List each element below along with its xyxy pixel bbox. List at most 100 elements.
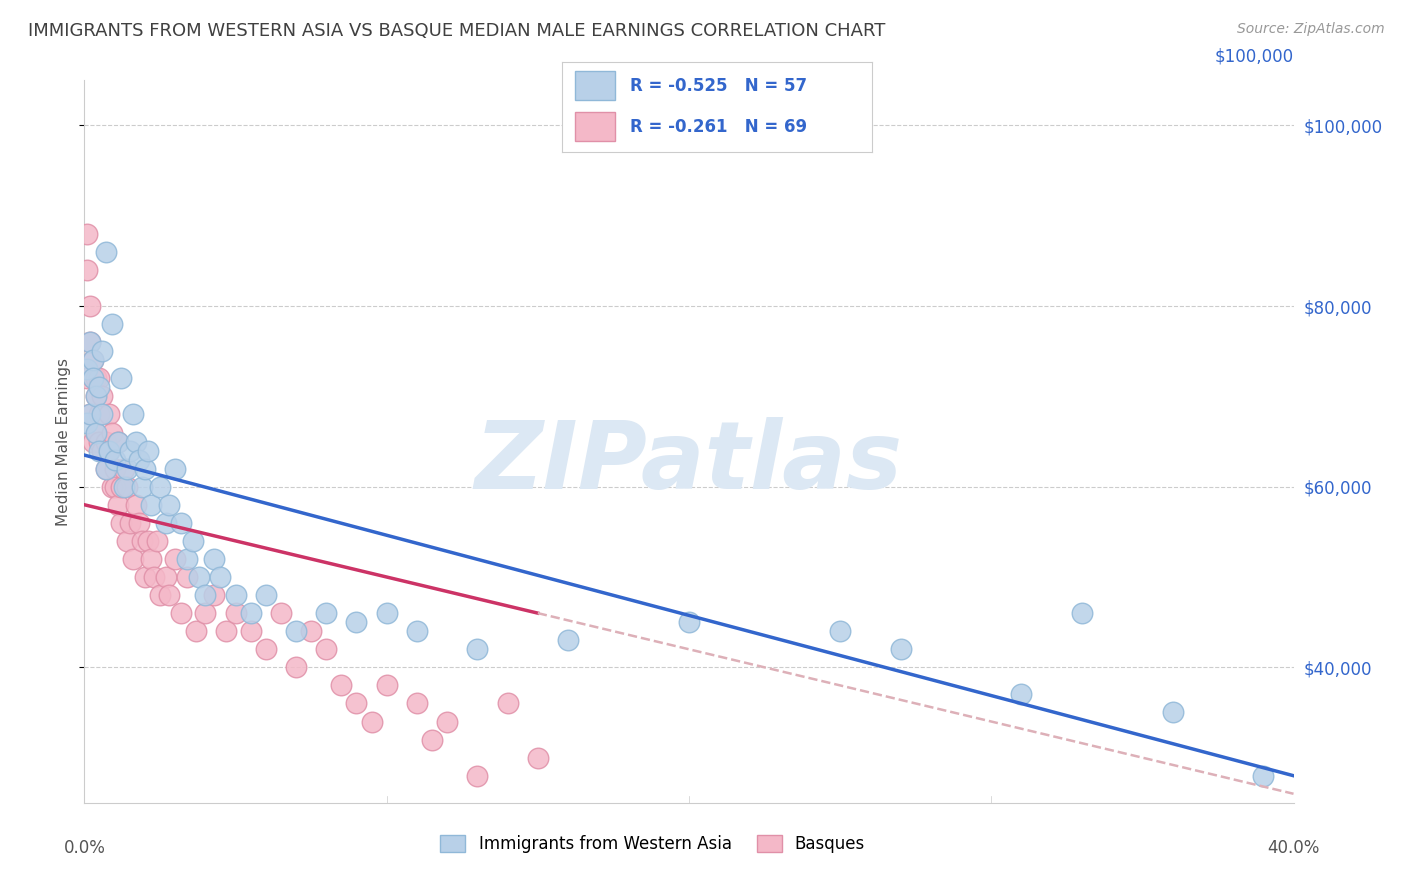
Point bbox=[86, 425, 108, 440]
Point bbox=[254, 642, 277, 657]
Point bbox=[82, 434, 104, 449]
Point bbox=[97, 408, 120, 422]
Point bbox=[315, 606, 337, 620]
Point bbox=[285, 624, 308, 639]
Point bbox=[149, 480, 172, 494]
Point bbox=[830, 624, 852, 639]
Point bbox=[1253, 769, 1275, 783]
Point bbox=[115, 461, 138, 475]
Point bbox=[134, 461, 156, 475]
Text: 0.0%: 0.0% bbox=[63, 838, 105, 857]
Text: $100,000: $100,000 bbox=[1215, 48, 1294, 66]
Point bbox=[678, 615, 700, 630]
Point bbox=[115, 480, 138, 494]
Point bbox=[79, 299, 101, 313]
Point bbox=[209, 570, 232, 584]
Point bbox=[86, 425, 108, 440]
Text: 40.0%: 40.0% bbox=[1267, 838, 1320, 857]
Point bbox=[86, 389, 108, 403]
Point bbox=[181, 533, 204, 548]
Point bbox=[527, 750, 550, 764]
Point bbox=[557, 633, 579, 648]
Point bbox=[86, 389, 108, 403]
Point bbox=[202, 552, 225, 566]
Point bbox=[76, 227, 98, 241]
Point bbox=[170, 516, 193, 530]
Text: ZIPatlas: ZIPatlas bbox=[475, 417, 903, 509]
Point bbox=[131, 480, 153, 494]
Point bbox=[131, 533, 153, 548]
Point bbox=[110, 516, 132, 530]
Point bbox=[82, 371, 104, 385]
Point bbox=[406, 624, 429, 639]
Point bbox=[91, 443, 114, 458]
Point bbox=[436, 714, 458, 729]
Point bbox=[76, 362, 98, 376]
Point bbox=[202, 588, 225, 602]
Point bbox=[346, 697, 368, 711]
Point bbox=[86, 371, 108, 385]
Point bbox=[225, 588, 247, 602]
Point bbox=[91, 408, 114, 422]
Point bbox=[285, 660, 308, 674]
Point bbox=[91, 389, 114, 403]
Point bbox=[239, 606, 262, 620]
Point bbox=[360, 714, 382, 729]
Point bbox=[94, 461, 117, 475]
Point bbox=[89, 380, 111, 394]
Point bbox=[165, 461, 187, 475]
Text: R = -0.525   N = 57: R = -0.525 N = 57 bbox=[630, 77, 807, 95]
Point bbox=[125, 434, 148, 449]
Point bbox=[188, 570, 211, 584]
Point bbox=[375, 678, 398, 692]
Point bbox=[76, 417, 98, 431]
Point bbox=[82, 353, 104, 368]
Legend: Immigrants from Western Asia, Basques: Immigrants from Western Asia, Basques bbox=[433, 828, 872, 860]
Point bbox=[100, 425, 122, 440]
Point bbox=[155, 516, 177, 530]
Text: IMMIGRANTS FROM WESTERN ASIA VS BASQUE MEDIAN MALE EARNINGS CORRELATION CHART: IMMIGRANTS FROM WESTERN ASIA VS BASQUE M… bbox=[28, 22, 886, 40]
Bar bbox=[575, 112, 614, 141]
Point bbox=[890, 642, 912, 657]
Point bbox=[420, 732, 443, 747]
Point bbox=[125, 498, 148, 512]
Point bbox=[176, 552, 198, 566]
Point bbox=[139, 552, 162, 566]
Point bbox=[79, 335, 101, 350]
Point bbox=[94, 461, 117, 475]
Point bbox=[330, 678, 353, 692]
Text: R = -0.261   N = 69: R = -0.261 N = 69 bbox=[630, 118, 807, 136]
Point bbox=[89, 434, 111, 449]
Point bbox=[107, 434, 129, 449]
Point bbox=[79, 335, 101, 350]
Point bbox=[225, 606, 247, 620]
Point bbox=[1161, 706, 1184, 720]
Point bbox=[139, 498, 162, 512]
Point bbox=[136, 533, 159, 548]
Point bbox=[467, 769, 489, 783]
Point bbox=[157, 588, 180, 602]
Point bbox=[118, 516, 141, 530]
Point bbox=[157, 498, 180, 512]
Point bbox=[215, 624, 238, 639]
Point bbox=[176, 570, 198, 584]
Point bbox=[1071, 606, 1094, 620]
Point bbox=[89, 408, 111, 422]
Point bbox=[165, 552, 187, 566]
Bar bbox=[575, 71, 614, 100]
Point bbox=[118, 443, 141, 458]
Point bbox=[100, 317, 122, 331]
Point bbox=[194, 588, 217, 602]
Y-axis label: Median Male Earnings: Median Male Earnings bbox=[56, 358, 72, 525]
Point bbox=[89, 371, 111, 385]
Point bbox=[76, 371, 98, 385]
Point bbox=[115, 533, 138, 548]
Point bbox=[79, 408, 101, 422]
Point bbox=[79, 408, 101, 422]
Point bbox=[170, 606, 193, 620]
Point bbox=[110, 371, 132, 385]
Point bbox=[346, 615, 368, 630]
Point bbox=[107, 498, 129, 512]
Point bbox=[375, 606, 398, 620]
Point bbox=[104, 480, 127, 494]
